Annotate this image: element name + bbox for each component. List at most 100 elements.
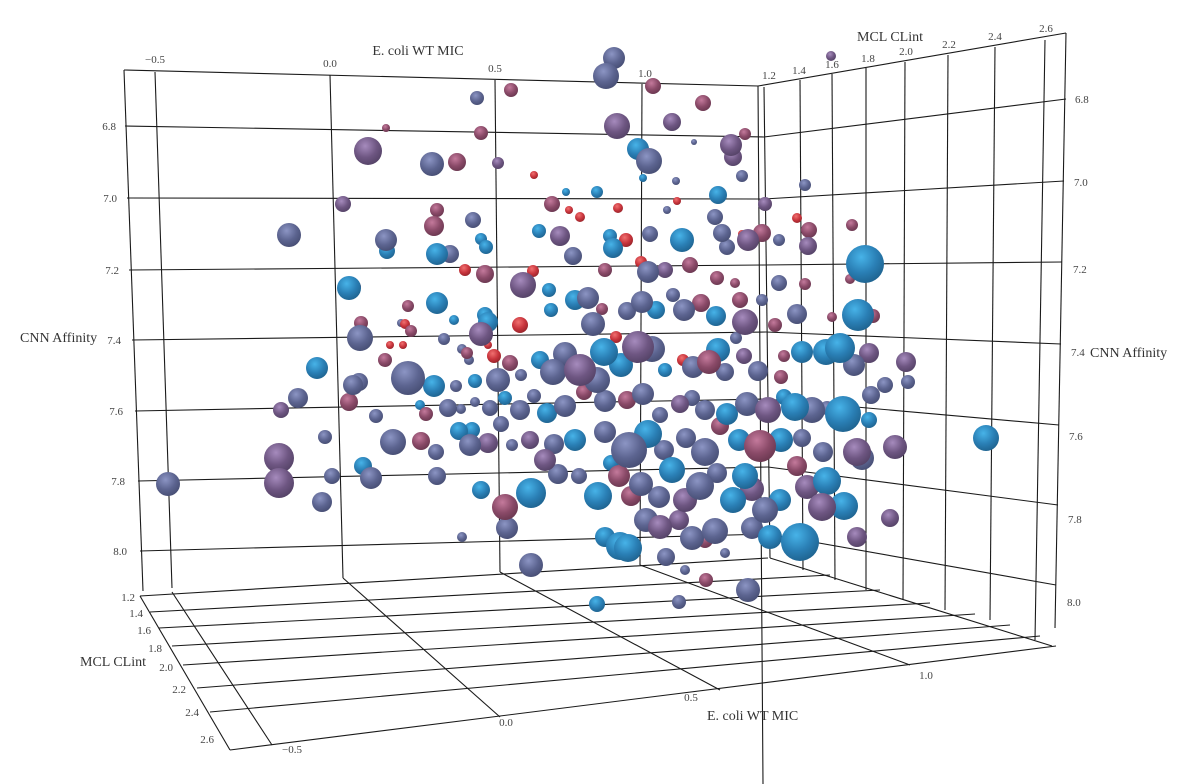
bubble-marker-slate[interactable] — [593, 63, 619, 89]
bubble-marker-slate[interactable] — [611, 432, 647, 468]
bubble-marker-red[interactable] — [565, 206, 573, 214]
bubble-marker-slate[interactable] — [741, 517, 763, 539]
bubble-marker-slate[interactable] — [510, 400, 530, 420]
bubble-marker-purple[interactable] — [492, 157, 504, 169]
bubble-marker-slate[interactable] — [375, 229, 397, 251]
bubble-marker-mauve[interactable] — [768, 318, 782, 332]
bubble-marker-slate[interactable] — [618, 302, 636, 320]
bubble-marker-purple[interactable] — [881, 509, 899, 527]
bubble-marker-mauve[interactable] — [492, 494, 518, 520]
bubble-marker-blue[interactable] — [706, 306, 726, 326]
bubble-marker-blue[interactable] — [861, 412, 877, 428]
bubble-marker-slate[interactable] — [312, 492, 332, 512]
bubble-marker-mauve[interactable] — [699, 573, 713, 587]
bubble-marker-slate[interactable] — [657, 548, 675, 566]
bubble-marker-blue[interactable] — [544, 303, 558, 317]
bubble-marker-purple[interactable] — [736, 348, 752, 364]
bubble-marker-slate[interactable] — [862, 386, 880, 404]
bubble-marker-mauve[interactable] — [697, 350, 721, 374]
bubble-marker-slate[interactable] — [637, 261, 659, 283]
bubble-marker-slate[interactable] — [515, 369, 527, 381]
bubble-marker-mauve[interactable] — [461, 347, 473, 359]
bubble-marker-red[interactable] — [619, 233, 633, 247]
bubble-marker-slate[interactable] — [652, 407, 668, 423]
bubble-marker-mauve[interactable] — [419, 407, 433, 421]
bubble-marker-slate[interactable] — [548, 464, 568, 484]
bubble-marker-blue[interactable] — [584, 482, 612, 510]
bubble-marker-purple[interactable] — [737, 229, 759, 251]
bubble-marker-red[interactable] — [673, 197, 681, 205]
bubble-marker-slate[interactable] — [482, 400, 498, 416]
bubble-marker-slate[interactable] — [793, 429, 811, 447]
bubble-marker-slate[interactable] — [380, 429, 406, 455]
bubble-marker-slate[interactable] — [691, 438, 719, 466]
bubble-marker-blue[interactable] — [781, 523, 819, 561]
bubble-marker-slate[interactable] — [771, 275, 787, 291]
bubble-marker-mauve[interactable] — [424, 216, 444, 236]
bubble-marker-slate[interactable] — [629, 472, 653, 496]
bubble-marker-mauve[interactable] — [744, 430, 776, 462]
bubble-marker-blue[interactable] — [479, 240, 493, 254]
bubble-marker-slate[interactable] — [676, 428, 696, 448]
bubble-marker-slate[interactable] — [428, 467, 446, 485]
bubble-marker-slate[interactable] — [571, 468, 587, 484]
bubble-marker-purple[interactable] — [808, 493, 836, 521]
bubble-marker-blue[interactable] — [709, 186, 727, 204]
bubble-marker-slate[interactable] — [439, 399, 457, 417]
bubble-marker-purple[interactable] — [720, 134, 742, 156]
bubble-marker-slate[interactable] — [736, 578, 760, 602]
bubble-marker-purple[interactable] — [648, 515, 672, 539]
bubble-marker-purple[interactable] — [843, 438, 871, 466]
bubble-marker-slate[interactable] — [391, 361, 425, 395]
bubble-marker-mauve[interactable] — [340, 393, 358, 411]
bubble-marker-slate[interactable] — [648, 486, 670, 508]
bubble-marker-slate[interactable] — [277, 223, 301, 247]
bubble-marker-blue[interactable] — [614, 534, 642, 562]
bubble-marker-slate[interactable] — [288, 388, 308, 408]
bubble-marker-mauve[interactable] — [476, 265, 494, 283]
bubble-marker-blue[interactable] — [720, 487, 746, 513]
bubble-marker-slate[interactable] — [486, 368, 510, 392]
bubble-marker-slate[interactable] — [707, 209, 723, 225]
bubble-marker-slate[interactable] — [713, 224, 731, 242]
bubble-marker-mauve[interactable] — [692, 294, 710, 312]
bubble-marker-purple[interactable] — [663, 113, 681, 131]
bubble-marker-blue[interactable] — [825, 333, 855, 363]
bubble-marker-slate[interactable] — [540, 359, 566, 385]
bubble-marker-slate[interactable] — [736, 170, 748, 182]
bubble-marker-slate[interactable] — [666, 288, 680, 302]
bubble-marker-blue[interactable] — [591, 186, 603, 198]
bubble-marker-blue[interactable] — [415, 400, 425, 410]
bubble-marker-mauve[interactable] — [645, 78, 661, 94]
bubble-marker-mauve[interactable] — [402, 300, 414, 312]
bubble-marker-slate[interactable] — [156, 472, 180, 496]
bubble-marker-slate[interactable] — [519, 553, 543, 577]
bubble-marker-purple[interactable] — [758, 197, 772, 211]
bubble-marker-red[interactable] — [613, 203, 623, 213]
bubble-marker-red[interactable] — [399, 341, 407, 349]
bubble-marker-blue[interactable] — [306, 357, 328, 379]
bubble-marker-red[interactable] — [610, 331, 622, 343]
bubble-marker-purple[interactable] — [622, 331, 654, 363]
bubble-marker-purple[interactable] — [671, 395, 689, 413]
bubble-marker-blue[interactable] — [639, 174, 647, 182]
bubble-marker-slate[interactable] — [735, 392, 759, 416]
bubble-marker-blue[interactable] — [532, 224, 546, 238]
bubble-marker-slate[interactable] — [438, 333, 450, 345]
bubble-marker-blue[interactable] — [813, 467, 841, 495]
bubble-marker-blue[interactable] — [781, 393, 809, 421]
bubble-marker-purple[interactable] — [732, 309, 758, 335]
bubble-marker-mauve[interactable] — [774, 370, 788, 384]
bubble-marker-slate[interactable] — [457, 532, 467, 542]
bubble-marker-blue[interactable] — [516, 478, 546, 508]
bubble-marker-blue[interactable] — [716, 403, 738, 425]
bubble-marker-mauve[interactable] — [412, 432, 430, 450]
bubble-marker-slate[interactable] — [691, 139, 697, 145]
bubble-marker-mauve[interactable] — [801, 222, 817, 238]
bubble-marker-slate[interactable] — [730, 332, 742, 344]
bubble-marker-purple[interactable] — [264, 468, 294, 498]
bubble-marker-blue[interactable] — [825, 396, 861, 432]
bubble-marker-purple[interactable] — [550, 226, 570, 246]
bubble-marker-mauve[interactable] — [544, 196, 560, 212]
